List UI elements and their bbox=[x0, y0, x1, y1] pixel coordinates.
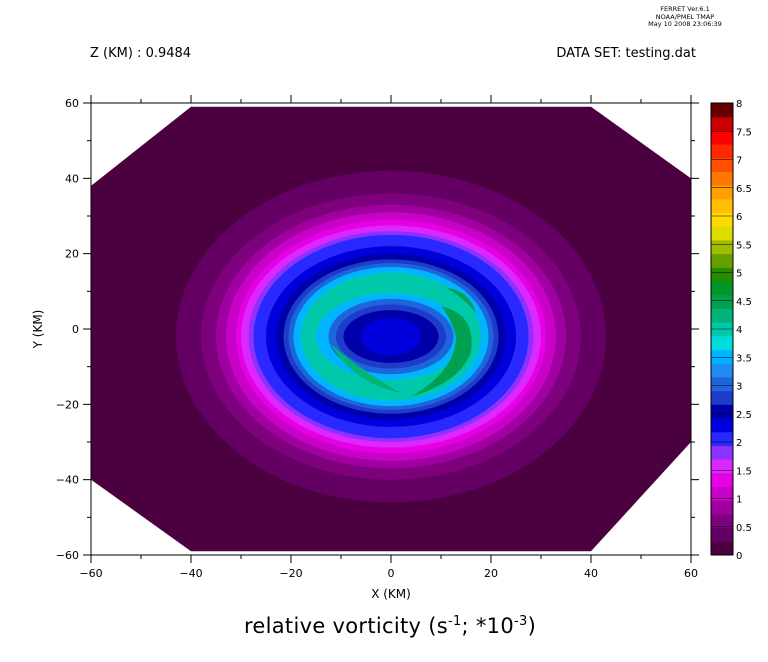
colorbar-swatch bbox=[711, 459, 733, 474]
title-exponent-2: -3 bbox=[514, 614, 528, 629]
colorbar-swatch bbox=[711, 527, 733, 542]
colorbar-tick-label: 8 bbox=[736, 99, 742, 110]
colorbar-tick-label: 4 bbox=[736, 325, 742, 336]
colorbar-swatch bbox=[711, 253, 733, 268]
colorbar-tick-label: 2.5 bbox=[736, 410, 752, 421]
x-tick-label: −60 bbox=[79, 567, 102, 580]
colorbar-swatch bbox=[711, 376, 733, 392]
z-level-label: Z (KM) : 0.9484 bbox=[90, 46, 192, 61]
colorbar-tick-label: 7 bbox=[736, 156, 742, 167]
colorbar-swatch bbox=[711, 335, 733, 351]
colorbar-tick-label: 6 bbox=[736, 212, 742, 223]
main-title: relative vorticity (s-1; *10-3) bbox=[0, 614, 768, 638]
colorbar-swatch bbox=[711, 130, 733, 145]
title-exponent-1: -1 bbox=[447, 614, 462, 629]
colorbar-swatch bbox=[711, 445, 733, 460]
colorbar-swatch bbox=[711, 541, 733, 556]
colorbar-tick-label: 3.5 bbox=[736, 353, 752, 364]
colorbar-tick-label: 1 bbox=[736, 495, 742, 506]
ferret-stamp: FERRET Ver.6.1 NOAA/PMEL TMAP May 10 200… bbox=[610, 5, 760, 29]
colorbar-swatch bbox=[711, 226, 733, 241]
colorbar-swatch bbox=[711, 308, 733, 323]
colorbar-swatch bbox=[711, 116, 733, 131]
y-tick-label: −60 bbox=[56, 549, 79, 562]
colorbar-swatch bbox=[711, 198, 733, 214]
colorbar-swatch bbox=[711, 472, 733, 488]
colorbar-tick-label: 0 bbox=[736, 551, 742, 562]
x-tick-label: 20 bbox=[484, 567, 498, 580]
colorbar-swatch bbox=[711, 349, 733, 364]
x-tick-label: 0 bbox=[388, 567, 395, 580]
colorbar-swatch bbox=[711, 418, 733, 433]
y-tick-label: −40 bbox=[56, 474, 79, 487]
y-tick-label: 60 bbox=[65, 97, 79, 110]
colorbar-tick-label: 6.5 bbox=[736, 184, 752, 195]
colorbar-tick-label: 7.5 bbox=[736, 127, 752, 138]
colorbar-swatch bbox=[711, 103, 733, 118]
colorbar-swatch bbox=[711, 212, 733, 227]
colorbar-swatch bbox=[711, 144, 733, 159]
colorbar-swatch bbox=[711, 500, 733, 515]
y-tick-label: 20 bbox=[65, 248, 79, 261]
x-tick-label: 60 bbox=[684, 567, 698, 580]
y-axis: −60 −40 −20 0 20 40 60 bbox=[56, 97, 699, 562]
colorbar-swatch bbox=[711, 431, 733, 446]
dataset-label: DATA SET: testing.dat bbox=[556, 46, 696, 61]
contour-band bbox=[361, 317, 421, 356]
colorbar-tick-label: 0.5 bbox=[736, 523, 752, 534]
y-tick-label: 40 bbox=[65, 172, 79, 185]
colorbar-tick-label: 5 bbox=[736, 269, 742, 280]
y-tick-label: −20 bbox=[56, 398, 79, 411]
colorbar-swatch bbox=[711, 171, 733, 186]
stamp-line-3: May 10 2008 23:06:39 bbox=[648, 20, 722, 28]
colorbar-swatch bbox=[711, 185, 733, 200]
x-tick-label: −40 bbox=[179, 567, 202, 580]
colorbar: 0 0.5 1 1.5 2 2.5 3 3.5 4 4.5 5 5.5 6 6.5 7 7.5 8 bbox=[710, 99, 752, 562]
title-middle: ; *10 bbox=[461, 614, 514, 638]
x-axis: −60 −40 −20 0 20 40 60 bbox=[79, 95, 698, 580]
colorbar-swatch bbox=[711, 294, 733, 309]
colorbar-swatch bbox=[711, 239, 733, 255]
colorbar-tick-label: 5.5 bbox=[736, 240, 752, 251]
title-prefix: relative vorticity (s bbox=[243, 614, 448, 638]
x-tick-label: 40 bbox=[584, 567, 598, 580]
vorticity-field bbox=[91, 106, 691, 552]
colorbar-swatch bbox=[711, 513, 733, 529]
x-tick-label: −20 bbox=[279, 567, 302, 580]
x-axis-label: X (KM) bbox=[371, 587, 411, 601]
colorbar-tick-label: 2 bbox=[736, 438, 742, 449]
colorbar-swatch bbox=[711, 267, 733, 282]
y-axis-label: Y (KM) bbox=[31, 310, 45, 350]
stamp-line-2: NOAA/PMEL TMAP bbox=[655, 12, 715, 21]
stamp-line-1: FERRET Ver.6.1 bbox=[660, 5, 710, 13]
colorbar-tick-label: 1.5 bbox=[736, 466, 752, 477]
colorbar-swatch bbox=[711, 363, 733, 378]
colorbar-swatch bbox=[711, 390, 733, 405]
y-tick-label: 0 bbox=[72, 323, 79, 336]
colorbar-swatch bbox=[711, 404, 733, 419]
colorbar-swatch bbox=[711, 157, 733, 172]
colorbar-swatch bbox=[711, 486, 733, 501]
colorbar-tick-label: 3 bbox=[736, 382, 742, 393]
contour-pocket bbox=[446, 287, 476, 314]
contour-pocket bbox=[411, 306, 472, 397]
colorbar-swatch bbox=[711, 281, 733, 296]
title-suffix: ) bbox=[527, 614, 537, 638]
colorbar-tick-label: 4.5 bbox=[736, 297, 752, 308]
